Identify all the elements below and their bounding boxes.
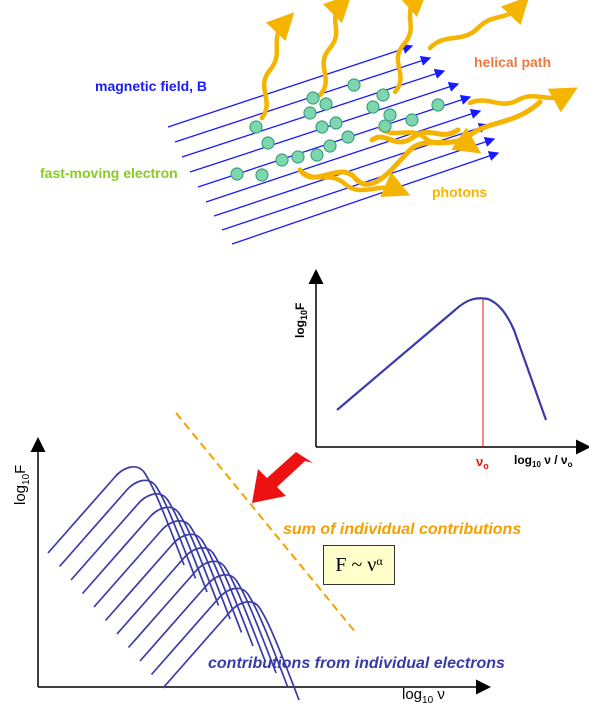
individual-contribution-curves — [47, 466, 300, 701]
electron — [255, 168, 269, 182]
magnetic-field-label: magnetic field, B — [95, 78, 207, 94]
sum-label: sum of individual contributions — [283, 521, 521, 538]
field-line — [221, 136, 496, 231]
formula-exponent: α — [376, 553, 383, 568]
red-arrow — [252, 452, 313, 503]
peak-plot: log10F νo log10 ν / νo — [293, 269, 589, 471]
contrib-label: contributions from individual electrons — [208, 655, 505, 672]
electron-spectrum-curve — [116, 547, 254, 647]
main-plot: log10F log10 ν sum of individual contrib… — [12, 412, 521, 704]
electron — [376, 88, 390, 102]
electron — [306, 91, 320, 105]
peak-label: νo — [476, 454, 489, 471]
photon — [392, 0, 429, 95]
electron — [261, 136, 275, 150]
electron — [249, 120, 263, 134]
electron — [329, 116, 343, 130]
electron — [315, 120, 329, 134]
electron — [319, 97, 333, 111]
electron — [303, 106, 317, 120]
photon — [297, 167, 411, 197]
electron-spectrum-curve — [58, 479, 197, 579]
electron-spectrum-curve — [47, 466, 185, 566]
photons-label: photons — [432, 184, 487, 200]
electron-spectrum-curve — [127, 560, 266, 660]
peak-plot-xlabel: log10 ν / νo — [514, 453, 573, 469]
sum-line — [175, 412, 357, 634]
electron — [310, 148, 324, 162]
photon — [427, 0, 530, 51]
electron-label: fast-moving electron — [40, 165, 178, 181]
photon — [317, 0, 352, 98]
electron-spectrum-curve — [150, 587, 289, 687]
electron — [378, 119, 392, 133]
main-plot-xlabel: log10 ν — [402, 686, 445, 704]
electron — [275, 153, 289, 167]
electrons — [230, 78, 445, 182]
electron-spectrum-curve — [70, 493, 208, 593]
electron — [431, 98, 445, 112]
photon — [467, 87, 578, 113]
field-line — [167, 43, 414, 128]
electron-spectrum-curve — [93, 520, 231, 620]
electron — [366, 100, 380, 114]
electron-spectrum-curve — [162, 601, 300, 701]
electron — [291, 150, 305, 164]
electron-spectrum-curve — [139, 574, 277, 674]
photon — [377, 125, 482, 154]
photons — [259, 0, 578, 197]
helical-path-label: helical path — [474, 54, 551, 70]
photon — [259, 12, 295, 121]
electron — [323, 139, 337, 153]
field-line — [174, 55, 432, 143]
electron — [230, 167, 244, 181]
electron-spectrum-curve — [104, 533, 243, 633]
field-line — [205, 108, 482, 203]
electron-spectrum-curve — [81, 506, 220, 606]
electron — [383, 108, 397, 122]
peak-curve — [336, 297, 548, 421]
formula-lhs: F ~ ν — [335, 553, 377, 576]
peak-plot-ylabel: log10F — [293, 303, 309, 338]
field-line — [231, 151, 500, 245]
electron — [341, 130, 355, 144]
helical-path — [297, 99, 543, 187]
main-plot-ylabel: log10F — [12, 465, 32, 505]
electron — [347, 78, 361, 92]
electron — [405, 113, 419, 127]
